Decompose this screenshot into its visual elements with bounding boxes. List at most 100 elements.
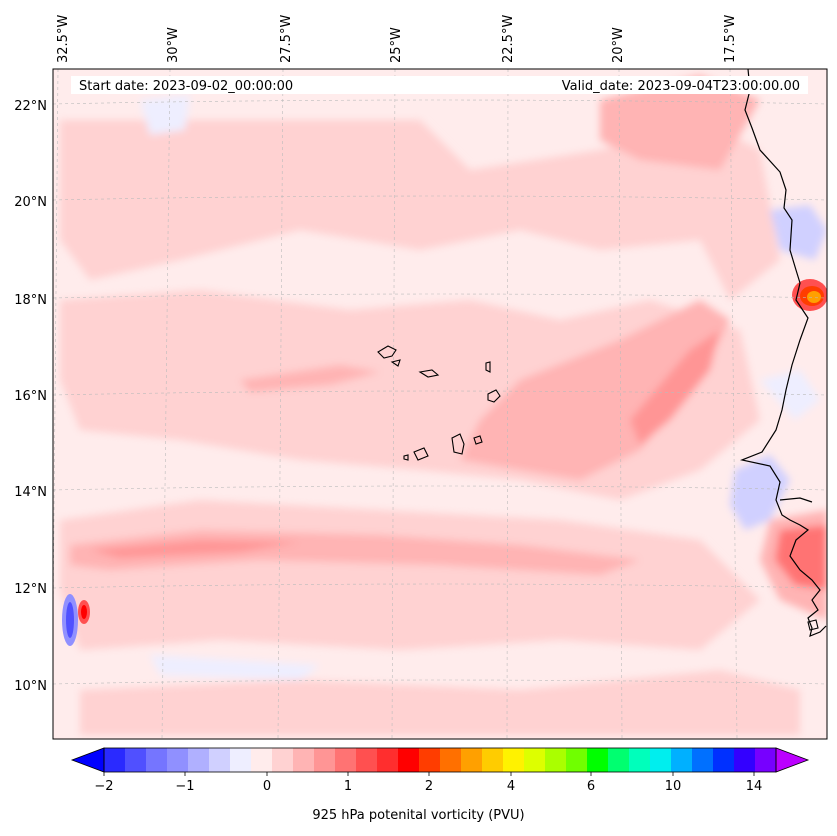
- colorbar-cell: [650, 748, 672, 772]
- colorbar-cell: [734, 748, 756, 772]
- island-santiago: [451, 433, 465, 455]
- lat-label: 10°N: [14, 679, 47, 694]
- colorbar-cell: [272, 748, 294, 772]
- island-maio: [473, 435, 483, 445]
- colorbar-cell: [209, 748, 231, 772]
- colorbar-cell: [167, 748, 189, 772]
- colorbar-cell: [524, 748, 546, 772]
- island-brava: [403, 454, 409, 461]
- colorbar-cell: [545, 748, 567, 772]
- pv-field-strong: [630, 330, 720, 445]
- lon-label: 27.5°W: [279, 15, 294, 63]
- meridian-25w: [391, 69, 396, 739]
- colorbar-tick-label: 6: [587, 779, 595, 794]
- pv-field-negative: [140, 95, 190, 135]
- parallel-16n: [53, 390, 827, 396]
- lat-label: 20°N: [14, 195, 47, 210]
- cape-verde-islands: [377, 345, 819, 631]
- parallel-12n: [53, 583, 827, 589]
- colorbar-tick-label: 2: [425, 779, 433, 794]
- lon-label: 25°W: [389, 27, 404, 63]
- colorbar-cell: [293, 748, 315, 772]
- pv-field-light: [80, 670, 800, 735]
- parallel-20n: [53, 195, 827, 201]
- meridian-17-5w: [729, 69, 738, 739]
- colorbar-cell: [230, 748, 252, 772]
- parallel-22n: [53, 99, 827, 105]
- colorbar: −2 −1 0 1 2 4 6 10 14: [70, 747, 810, 794]
- info-banner: Start date: 2023-09-02_00:00:00 Valid_da…: [71, 76, 808, 94]
- lon-label: 22.5°W: [501, 15, 516, 63]
- colorbar-tick-label: −1: [175, 779, 194, 794]
- pv-hotspot-18n: [807, 291, 821, 303]
- pv-field-negative: [150, 655, 320, 680]
- colorbar-ticks: −2 −1 0 1 2 4 6 10 14: [94, 772, 762, 794]
- colorbar-cell: [482, 748, 504, 772]
- colorbar-extend-min: [70, 747, 105, 773]
- lat-label: 12°N: [14, 582, 47, 597]
- info-banner-box: [71, 76, 808, 94]
- graticule: [53, 69, 827, 739]
- colorbar-cell: [356, 748, 378, 772]
- colorbar-tick-label: 4: [507, 779, 515, 794]
- colorbar-extend-max: [775, 747, 810, 773]
- meridian-20w: [618, 69, 623, 739]
- colorbar-cell: [692, 748, 714, 772]
- colorbar-tick-label: 0: [263, 779, 271, 794]
- colorbar-cell: [755, 748, 777, 772]
- map-panel: Start date: 2023-09-02_00:00:00 Valid_da…: [52, 68, 828, 740]
- lat-label: 16°N: [14, 389, 47, 404]
- island-boa-vista: [487, 389, 501, 403]
- colorbar-cell: [671, 748, 693, 772]
- colorbar-cell: [251, 748, 273, 772]
- colorbar-cell: [398, 748, 420, 772]
- longitude-labels: 32.5°W 30°W 27.5°W 25°W 22.5°W 20°W 17.5…: [56, 15, 738, 63]
- meridian-22-5w: [506, 69, 509, 739]
- island-sao-vicente: [390, 359, 401, 367]
- lon-label: 32.5°W: [56, 15, 71, 63]
- island-santo-antao: [377, 345, 397, 359]
- parallel-10n: [53, 679, 827, 685]
- pv-field-medium: [240, 365, 380, 392]
- colorbar-cell: [461, 748, 483, 772]
- lat-label: 18°N: [14, 293, 47, 308]
- latitude-labels: 22°N 20°N 18°N 16°N 14°N 12°N 10°N: [14, 99, 47, 694]
- lon-label: 20°W: [611, 27, 626, 63]
- coastlines: [739, 69, 827, 637]
- pv-field-negative: [770, 205, 827, 260]
- pv-contour-fields: [60, 75, 827, 735]
- gambia-coast: [779, 497, 813, 503]
- colorbar-cell: [125, 748, 147, 772]
- parallel-14n: [53, 485, 827, 491]
- colorbar-cell: [608, 748, 630, 772]
- colorbar-cell: [503, 748, 525, 772]
- colorbar-cell: [566, 748, 588, 772]
- pv-field-medium: [600, 75, 760, 170]
- pv-field-strong: [90, 540, 300, 558]
- colorbar-cell: [377, 748, 399, 772]
- colorbar-cell: [629, 748, 651, 772]
- start-date-label: Start date: 2023-09-02_00:00:00: [79, 79, 293, 94]
- africa-coastline: [739, 69, 827, 637]
- parallel-18n: [53, 293, 827, 299]
- pv-hotspots: [62, 279, 827, 646]
- colorbar-cell: [587, 748, 609, 772]
- colorbar-cell: [188, 748, 210, 772]
- colorbar-tick-label: −2: [94, 779, 113, 794]
- bissagos-islands: [807, 619, 819, 631]
- colorbar-cell: [440, 748, 462, 772]
- colorbar-tick-label: 10: [665, 779, 682, 794]
- island-sao-nicolau: [418, 369, 440, 378]
- colorbar-cell: [335, 748, 357, 772]
- pv-field-light: [60, 120, 780, 300]
- island-sal: [485, 361, 491, 373]
- pv-hotspot-west: [81, 605, 87, 619]
- colorbar-label: 925 hPa potenital vorticity (PVU): [312, 808, 525, 823]
- pv-hotspot-west: [66, 602, 74, 638]
- pv-field-medium: [460, 300, 730, 480]
- pv-field-strong: [775, 525, 827, 590]
- lat-label: 22°N: [14, 99, 47, 114]
- colorbar-cells: [104, 748, 777, 772]
- colorbar-cell: [314, 748, 336, 772]
